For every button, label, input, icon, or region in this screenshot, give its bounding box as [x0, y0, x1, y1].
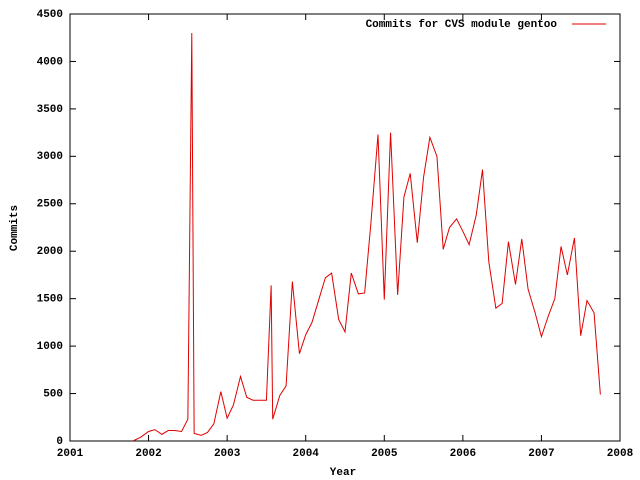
- x-tick-label: 2005: [371, 448, 398, 460]
- x-tick-label: 2007: [528, 448, 554, 460]
- y-tick-label: 3000: [37, 151, 63, 163]
- x-tick-label: 2001: [57, 448, 84, 460]
- x-axis-label: Year: [330, 467, 356, 479]
- legend-label: Commits for CVS module gentoo: [366, 19, 558, 31]
- y-tick-label: 2000: [37, 246, 63, 258]
- x-tick-label: 2002: [135, 448, 161, 460]
- y-tick-label: 2500: [37, 199, 63, 211]
- plot-border: [69, 13, 621, 442]
- y-tick-label: 1000: [37, 341, 63, 353]
- x-tick-label: 2006: [450, 448, 476, 460]
- x-tick-label: 2003: [214, 448, 241, 460]
- x-tick-label: 2008: [607, 448, 634, 460]
- y-tick-label: 4000: [37, 56, 63, 68]
- data-line: [132, 32, 601, 442]
- y-tick-label: 3500: [37, 104, 63, 116]
- y-axis-label: Commits: [9, 205, 21, 251]
- y-tick-label: 4500: [37, 9, 63, 21]
- x-tick-label: 2004: [293, 448, 320, 460]
- y-tick-label: 0: [56, 436, 63, 448]
- y-tick-label: 500: [43, 388, 63, 400]
- y-tick-label: 1500: [37, 294, 63, 306]
